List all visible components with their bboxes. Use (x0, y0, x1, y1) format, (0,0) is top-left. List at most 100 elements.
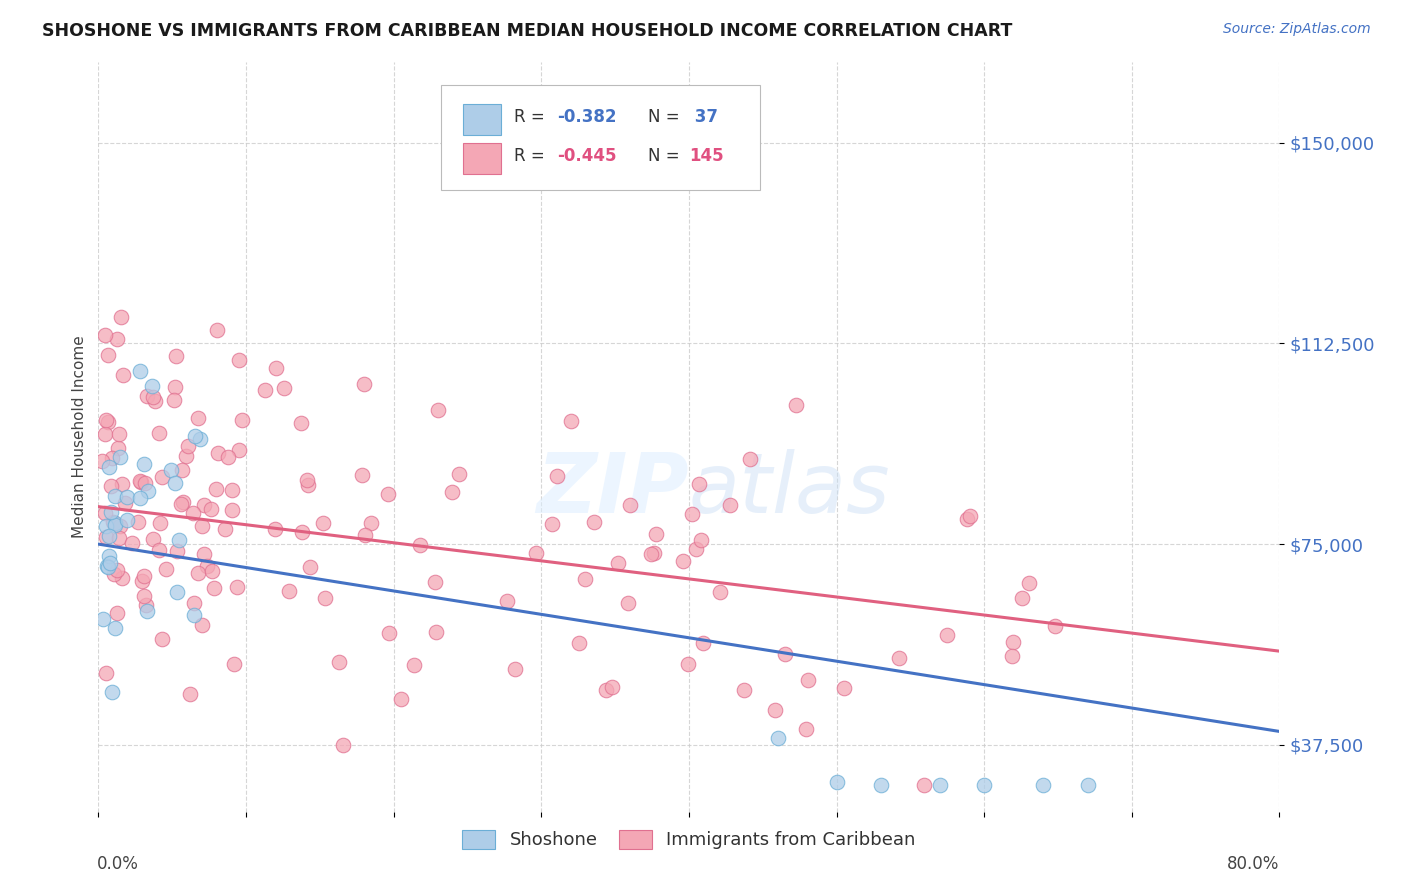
Point (222, 657, 245, 671)
Point (568, 636, 591, 650)
Point (128, 474, 150, 488)
Point (110, 476, 132, 491)
Point (107, 333, 129, 347)
Point (142, 532, 165, 546)
Point (228, 442, 250, 457)
Point (503, 662, 526, 676)
Point (179, 687, 201, 701)
Point (96, 530, 118, 544)
Point (409, 538, 432, 552)
Point (314, 591, 336, 606)
Point (121, 536, 143, 550)
Point (104, 489, 127, 503)
Point (101, 515, 124, 529)
Point (291, 525, 314, 540)
Point (766, 731, 789, 745)
Point (193, 498, 215, 512)
Point (312, 516, 335, 530)
Point (1001, 635, 1024, 649)
Point (377, 487, 399, 501)
Point (167, 533, 190, 547)
Point (253, 383, 276, 397)
Point (350, 468, 373, 483)
Point (93, 327, 115, 342)
Point (181, 506, 204, 520)
Point (640, 548, 662, 562)
Point (111, 368, 134, 383)
Point (166, 585, 188, 599)
Point (163, 393, 186, 408)
Point (607, 556, 630, 570)
Point (108, 450, 131, 464)
Point (389, 691, 412, 706)
Point (1043, 618, 1066, 632)
Point (221, 502, 243, 516)
Point (135, 598, 157, 612)
Point (97, 560, 120, 574)
Point (692, 636, 714, 650)
Point (231, 412, 253, 426)
Point (105, 563, 128, 577)
Point (205, 323, 228, 337)
Point (672, 554, 695, 568)
Point (617, 596, 640, 610)
Text: N =: N = (648, 108, 685, 126)
Point (676, 657, 699, 671)
Point (183, 596, 205, 610)
Point (97, 415, 120, 429)
Point (546, 468, 568, 483)
Point (193, 547, 215, 561)
Point (98, 557, 121, 571)
Point (290, 416, 312, 430)
Point (217, 450, 239, 464)
Point (117, 491, 139, 505)
Point (142, 390, 165, 404)
Point (163, 475, 186, 490)
Point (870, 778, 893, 792)
Legend: Shoshone, Immigrants from Caribbean: Shoshone, Immigrants from Caribbean (456, 822, 922, 856)
Point (496, 594, 519, 608)
Point (107, 441, 129, 455)
Point (129, 475, 152, 489)
Point (134, 476, 156, 491)
Point (425, 575, 447, 590)
Point (644, 527, 666, 541)
Point (101, 685, 124, 699)
Point (720, 498, 742, 512)
Point (202, 582, 225, 596)
Point (131, 574, 153, 588)
Point (709, 585, 731, 599)
Point (785, 398, 807, 412)
Point (427, 403, 450, 417)
Point (887, 651, 910, 665)
Point (100, 450, 122, 465)
Point (200, 501, 222, 516)
Point (689, 533, 711, 548)
Point (127, 515, 149, 529)
Point (110, 310, 132, 325)
Point (129, 364, 152, 378)
Point (298, 560, 321, 574)
Point (91, 612, 114, 626)
Point (90, 454, 112, 468)
Point (574, 572, 596, 586)
Point (797, 673, 820, 688)
Point (353, 376, 375, 391)
Point (328, 655, 350, 669)
Text: 0.0%: 0.0% (97, 855, 139, 872)
Point (600, 680, 623, 694)
Point (148, 426, 170, 441)
Point (143, 393, 166, 408)
Point (207, 446, 229, 460)
Point (619, 498, 641, 512)
Point (148, 543, 170, 558)
Point (191, 518, 214, 533)
Point (100, 505, 122, 519)
Point (643, 546, 665, 560)
Point (273, 381, 295, 395)
Point (97, 460, 120, 475)
Point (155, 562, 177, 576)
Point (738, 452, 761, 467)
Point (912, 778, 935, 792)
Point (541, 516, 564, 531)
